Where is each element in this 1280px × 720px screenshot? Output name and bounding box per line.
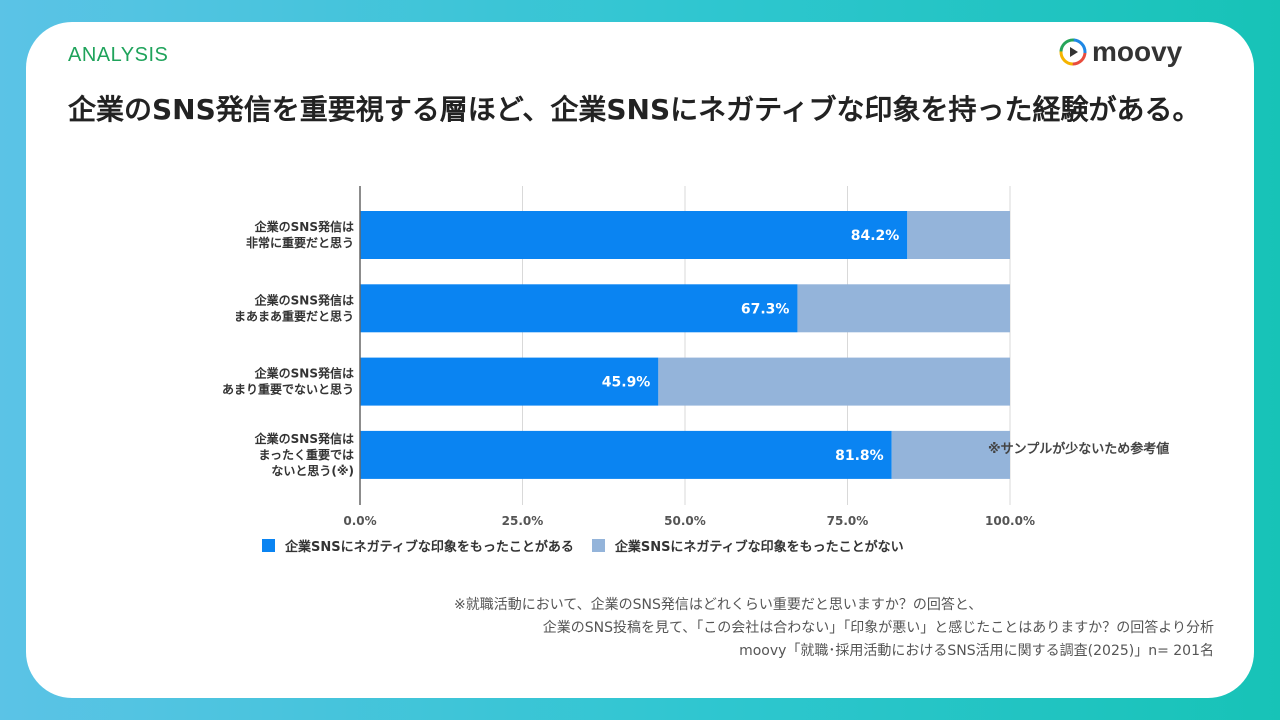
legend-label-negative: 企業SNSにネガティブな印象をもったことがある bbox=[285, 540, 574, 555]
legend-item-no-negative: 企業SNSにネガティブな印象をもったことがない bbox=[591, 536, 904, 555]
logo-text: moovy bbox=[1092, 36, 1183, 67]
data-label: 67.3% bbox=[741, 301, 790, 317]
bar-negative bbox=[360, 284, 798, 333]
bar-no-negative bbox=[891, 430, 1010, 479]
x-tick-label: 50.0% bbox=[664, 514, 706, 528]
footnote-line-1: ※就職活動において、企業のSNS発信はどれくらい重要だと思いますか？の回答と、 bbox=[454, 597, 983, 613]
legend-item-negative: 企業SNSにネガティブな印象をもったことがある bbox=[262, 536, 574, 555]
x-tick-label: 25.0% bbox=[502, 514, 544, 528]
category-label: 企業のSNS発信はまあまあ重要だと思う bbox=[234, 292, 354, 323]
category-label: 企業のSNS発信はまったく重要ではないと思う(※) bbox=[254, 431, 354, 478]
bar-negative bbox=[360, 211, 908, 259]
bar-no-negative bbox=[907, 211, 1010, 259]
play-circle-logo-icon bbox=[1059, 38, 1087, 66]
x-tick-label: 75.0% bbox=[827, 514, 869, 528]
footnote-line-2: 企業のSNS投稿を見て、「この会社は合わない」「印象が悪い」と感じたことはありま… bbox=[542, 620, 1214, 636]
x-tick-label: 0.0% bbox=[343, 514, 376, 528]
data-label: 45.9% bbox=[602, 375, 651, 391]
x-tick-label: 100.0% bbox=[985, 514, 1035, 528]
footnote-source: moovy「就職･採用活動におけるSNS活用に関する調査(2025)」n= 20… bbox=[739, 643, 1214, 659]
legend-swatch-no-negative bbox=[591, 539, 605, 552]
section-label: ANALYSIS bbox=[68, 44, 169, 66]
legend-swatch-negative bbox=[262, 539, 275, 552]
category-label: 企業のSNS発信は非常に重要だと思う bbox=[246, 219, 354, 250]
bar-negative bbox=[360, 430, 892, 479]
bar-no-negative bbox=[658, 357, 1010, 406]
legend-label-no-negative: 企業SNSにネガティブな印象をもったことがない bbox=[614, 540, 904, 555]
brand-logo: moovy bbox=[1058, 36, 1182, 68]
data-label: 84.2% bbox=[851, 228, 900, 244]
bar-no-negative bbox=[797, 284, 1010, 333]
sample-note: ※サンプルが少ないため参考値 bbox=[988, 442, 1170, 457]
data-label: 81.8% bbox=[835, 448, 884, 464]
category-label: 企業のSNS発信はあまり重要でないと思う bbox=[222, 366, 354, 397]
chart-legend: 企業SNSにネガティブな印象をもったことがある 企業SNSにネガティブな印象をも… bbox=[262, 536, 904, 555]
footnote-block: ※就職活動において、企業のSNS発信はどれくらい重要だと思いますか？の回答と、 … bbox=[394, 594, 1214, 663]
page-title: 企業のSNS発信を重要視する層ほど、企業SNSにネガティブな印象を持った経験があ… bbox=[68, 93, 1201, 126]
bar-negative bbox=[360, 357, 659, 406]
